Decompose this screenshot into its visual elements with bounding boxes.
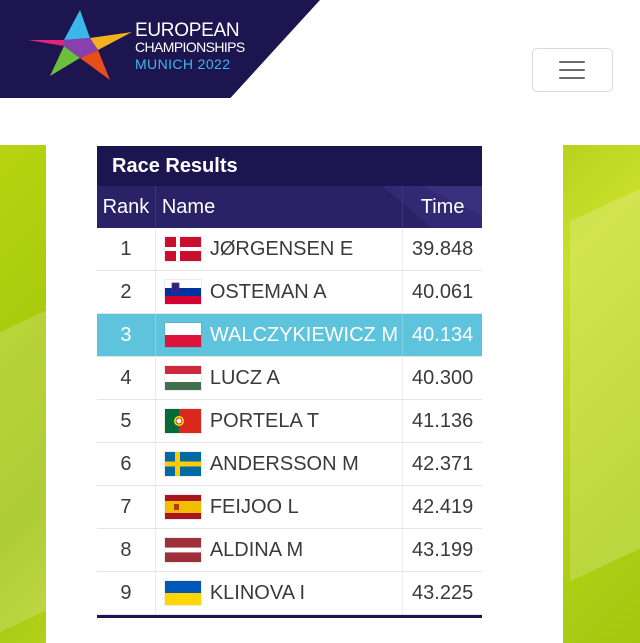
name-cell: PORTELA T [156, 400, 404, 442]
athlete-name: FEIJOO L [209, 495, 299, 518]
hungary-flag-icon [164, 366, 201, 390]
poland-flag-icon [164, 323, 201, 347]
hamburger-icon-line [559, 69, 585, 71]
athlete-name: WALCZYKIEWICZ M [209, 323, 398, 346]
time-cell: 42.371 [412, 453, 474, 475]
name-cell: LUCZ A [156, 357, 404, 399]
name-cell: FEIJOO L [156, 486, 404, 528]
column-header-rank[interactable]: Rank [97, 186, 156, 228]
time-cell: 41.136 [412, 410, 474, 432]
race-results-table: Race Results Rank Name Time 1 JØRGENSEN … [97, 146, 482, 618]
athlete-name: JØRGENSEN E [209, 237, 354, 260]
table-row[interactable]: 4 LUCZ A 40.300 [97, 357, 482, 400]
time-cell: 43.199 [412, 539, 474, 561]
rank-cell: 9 [97, 572, 156, 614]
table-row[interactable]: 6 ANDERSSON M 42.371 [97, 443, 482, 486]
name-cell: ALDINA M [156, 529, 404, 571]
rank-cell: 3 [97, 314, 156, 356]
athlete-name: PORTELA T [209, 409, 320, 432]
rank-cell: 4 [97, 357, 156, 399]
rank-cell: 7 [97, 486, 156, 528]
time-cell: 42.419 [412, 496, 474, 518]
sweden-flag-icon [164, 452, 201, 476]
athlete-name: OSTEMAN A [209, 280, 327, 303]
slovenia-flag-icon [164, 280, 201, 304]
table-row[interactable]: 9 KLINOVA I 43.225 [97, 572, 482, 615]
column-header-time[interactable]: Time [420, 196, 465, 218]
rank-cell: 6 [97, 443, 156, 485]
time-cell: 39.848 [412, 238, 474, 260]
athlete-name: KLINOVA I [209, 581, 306, 604]
rank-cell: 2 [97, 271, 156, 313]
time-cell: 40.061 [412, 281, 474, 303]
brand-banner[interactable]: EUROPEAN CHAMPIONSHIPS MUNICH 2022 [0, 0, 320, 98]
name-cell: ANDERSSON M [156, 443, 404, 485]
brand-line-2: CHAMPIONSHIPS [135, 39, 245, 55]
denmark-flag-icon [164, 237, 201, 261]
site-header: EUROPEAN CHAMPIONSHIPS MUNICH 2022 [0, 0, 640, 98]
portugal-flag-icon [164, 409, 201, 433]
athlete-name: ANDERSSON M [209, 452, 359, 475]
latvia-flag-icon [164, 538, 201, 562]
menu-toggle-button[interactable] [532, 48, 613, 92]
name-cell: OSTEMAN A [156, 271, 404, 313]
athlete-name: ALDINA M [209, 538, 304, 561]
hamburger-icon-line [559, 77, 585, 79]
name-cell: WALCZYKIEWICZ M [156, 314, 404, 356]
table-row[interactable]: 5 PORTELA T 41.136 [97, 400, 482, 443]
athlete-name: LUCZ A [209, 366, 280, 389]
time-cell: 43.225 [412, 582, 474, 604]
table-header-row: Rank Name Time [97, 186, 482, 228]
rank-cell: 5 [97, 400, 156, 442]
table-row[interactable]: 2 OSTEMAN A 40.061 [97, 271, 482, 314]
brand-wordmark: EUROPEAN CHAMPIONSHIPS MUNICH 2022 [135, 20, 245, 73]
header-decoration [382, 186, 482, 228]
table-row-highlighted[interactable]: 3 WALCZYKIEWICZ M 40.134 [97, 314, 482, 357]
rank-cell: 8 [97, 529, 156, 571]
rank-cell: 1 [97, 228, 156, 270]
brand-line-1: EUROPEAN [135, 20, 240, 41]
time-cell: 40.134 [412, 324, 474, 346]
time-cell: 40.300 [412, 367, 474, 389]
table-row[interactable]: 8 ALDINA M 43.199 [97, 529, 482, 572]
hamburger-icon [559, 61, 585, 63]
table-row[interactable]: 1 JØRGENSEN E 39.848 [97, 228, 482, 271]
table-title: Race Results [97, 146, 482, 186]
brand-line-3: MUNICH 2022 [135, 56, 231, 72]
name-cell: KLINOVA I [156, 572, 404, 614]
table-row[interactable]: 7 FEIJOO L 42.419 [97, 486, 482, 529]
table-bottom-rule [97, 615, 482, 618]
spain-flag-icon [164, 495, 201, 519]
sub-header [0, 98, 640, 145]
name-cell: JØRGENSEN E [156, 228, 404, 270]
star-burst-logo-icon [28, 10, 132, 80]
column-header-name[interactable]: Name [156, 186, 404, 228]
ukraine-flag-icon [164, 581, 201, 605]
